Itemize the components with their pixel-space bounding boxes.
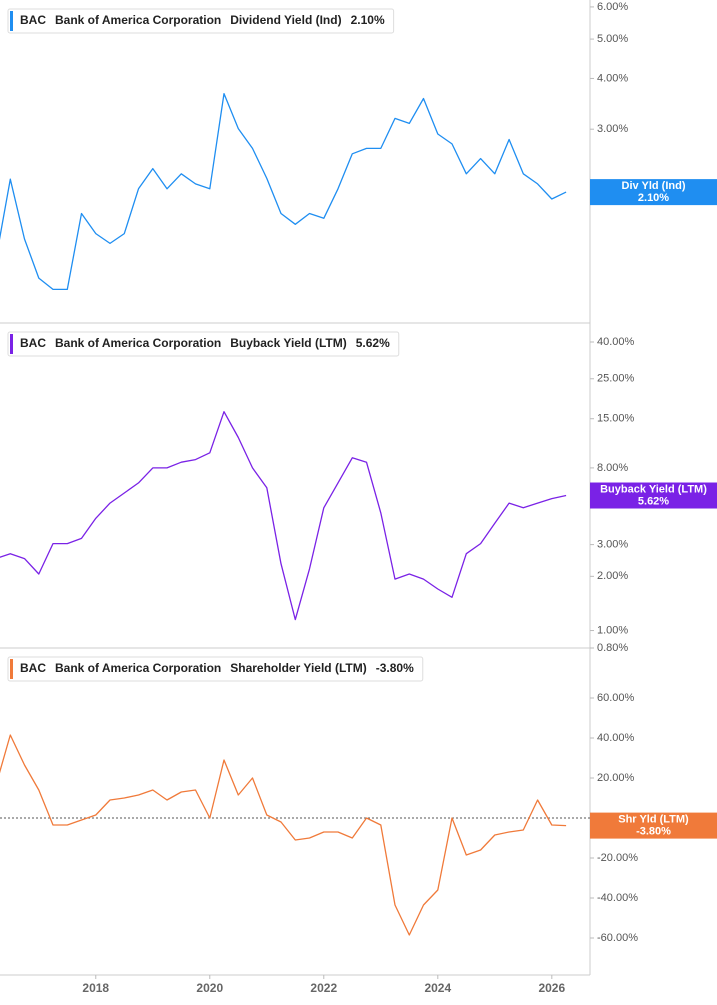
series-line <box>0 411 567 621</box>
x-tick-label: 2024 <box>424 981 451 995</box>
legend-ticker: BAC <box>20 336 46 350</box>
x-tick-label: 2018 <box>82 981 109 995</box>
value-tag <box>590 482 717 509</box>
y-tick-label: 6.00% <box>597 1 628 13</box>
x-tick-label: 2026 <box>538 981 565 995</box>
y-tick-label: 5.00% <box>597 33 628 45</box>
value-tag <box>590 179 717 206</box>
y-tick-label: -20.00% <box>597 852 638 864</box>
legend-series-name: Dividend Yield (Ind) <box>230 13 341 27</box>
legend: BAC Bank of America Corporation Shareholde… <box>7 656 424 682</box>
x-tick-label: 2022 <box>310 981 337 995</box>
legend-value: -3.80% <box>376 661 414 675</box>
legend-box <box>7 8 395 34</box>
value-tag-label: 5.62% <box>638 495 669 507</box>
legend-swatch <box>10 11 13 31</box>
y-tick-label: 40.00% <box>597 732 635 744</box>
legend-company: Bank of America Corporation <box>55 13 221 27</box>
legend-ticker: BAC <box>20 13 46 27</box>
value-tag-label: -3.80% <box>636 826 671 838</box>
value-tag <box>590 812 717 839</box>
y-tick-label: 8.00% <box>597 462 628 474</box>
legend-swatch <box>10 334 13 354</box>
legend-company: Bank of America Corporation <box>55 336 221 350</box>
y-tick-label: -40.00% <box>597 892 638 904</box>
legend: BAC Bank of America Corporation Dividend Y… <box>7 8 395 34</box>
legend-box <box>7 656 424 682</box>
legend-series-name: Buyback Yield (LTM) <box>230 336 346 350</box>
y-tick-label: 3.00% <box>597 539 628 551</box>
legend-value: 2.10% <box>351 13 385 27</box>
y-tick-label: 20.00% <box>597 772 635 784</box>
y-tick-label: 60.00% <box>597 692 635 704</box>
y-tick-label: 0.80% <box>597 642 628 654</box>
y-tick-label: 2.00% <box>597 570 628 582</box>
legend-ticker: BAC <box>20 661 46 675</box>
legend-series-name: Shareholder Yield (LTM) <box>230 661 366 675</box>
y-tick-label: -60.00% <box>597 932 638 944</box>
legend-swatch <box>10 659 13 679</box>
y-tick-label: 3.00% <box>597 123 628 135</box>
y-tick-label: 25.00% <box>597 373 635 385</box>
y-tick-label: 4.00% <box>597 72 628 84</box>
x-tick-label: 2020 <box>196 981 223 995</box>
legend-value: 5.62% <box>356 336 390 350</box>
value-tag-label: 2.10% <box>638 192 669 204</box>
legend-company: Bank of America Corporation <box>55 661 221 675</box>
value-tag-name: Buyback Yield (LTM) <box>600 483 707 495</box>
y-tick-label: 15.00% <box>597 413 635 425</box>
series-line <box>0 734 567 936</box>
series-line <box>0 92 567 291</box>
legend-box <box>7 331 400 357</box>
y-tick-label: 1.00% <box>597 624 628 636</box>
y-tick-label: 40.00% <box>597 336 635 348</box>
value-tag-name: Div Yld (Ind) <box>622 180 686 192</box>
legend: BAC Bank of America Corporation Buyback Yi… <box>7 331 400 357</box>
value-tag-name: Shr Yld (LTM) <box>618 814 689 826</box>
